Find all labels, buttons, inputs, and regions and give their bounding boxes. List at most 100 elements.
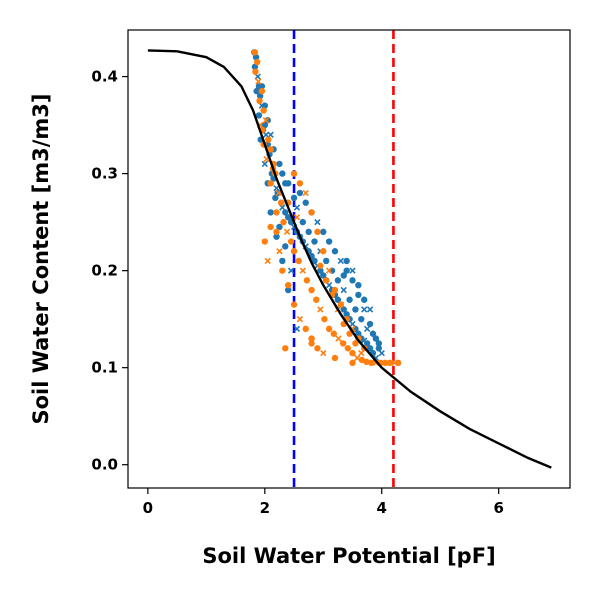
series-1-point — [273, 233, 280, 240]
series-1-point — [334, 277, 342, 284]
series-2-point — [283, 228, 291, 235]
series-1-point — [355, 330, 362, 337]
series-2-point — [320, 349, 327, 357]
series-1-point — [363, 325, 371, 333]
series-2-point — [335, 335, 342, 342]
series-2-point — [394, 359, 402, 367]
series-1-point — [337, 257, 344, 265]
series-1-point — [279, 170, 286, 177]
series-2-point — [308, 335, 315, 342]
series-1-point — [369, 330, 377, 337]
series-1-point — [355, 291, 362, 299]
series-2-point — [280, 218, 287, 226]
y-tick-label: 0.1 — [91, 359, 118, 377]
series-1-point — [320, 228, 327, 236]
series-1-point — [274, 189, 281, 197]
series-2-point — [276, 248, 283, 255]
series-2-point — [265, 136, 272, 143]
series-1-point — [282, 243, 289, 250]
series-2-point — [302, 325, 309, 333]
series-1-point — [346, 296, 353, 303]
series-1-point — [325, 238, 333, 245]
series-1-point — [325, 282, 333, 289]
series-1-point — [253, 87, 260, 95]
series-1-point — [296, 189, 304, 197]
series-1-point — [261, 102, 269, 109]
series-2-point — [273, 209, 280, 216]
series-1-point — [340, 306, 347, 313]
series-2-point — [352, 340, 359, 347]
series-1-point — [349, 320, 356, 328]
series-1-point — [314, 218, 321, 226]
series-2-point — [277, 199, 285, 206]
series-1-point — [255, 112, 263, 119]
series-2-point — [279, 267, 286, 274]
series-1-point — [258, 83, 266, 90]
series-2-point — [322, 277, 330, 284]
y-tick-label: 0.2 — [91, 262, 118, 280]
series-1-point — [331, 248, 339, 255]
series-2-point — [255, 78, 262, 85]
series-2-point — [308, 209, 315, 216]
series-1-point — [355, 281, 362, 289]
series-1-point — [251, 63, 259, 71]
series-1-point — [279, 257, 286, 265]
series-1-point — [340, 286, 347, 294]
y-axis-label: Soil Water Content [m3/m3] — [29, 93, 53, 424]
series-1-point — [272, 194, 279, 202]
series-1-point — [343, 257, 350, 265]
series-1-point — [267, 209, 274, 216]
x-tick-label: 6 — [493, 499, 503, 517]
series-1-point — [252, 53, 260, 61]
series-2-point — [358, 349, 365, 357]
series-2-point — [386, 359, 394, 367]
series-1-point — [352, 306, 359, 313]
series-1-point — [317, 267, 324, 274]
series-2-point — [273, 228, 280, 236]
fitted-curve-layer — [147, 49, 552, 469]
series-1-point — [375, 345, 383, 352]
series-1-point — [311, 257, 318, 265]
series-1-point — [261, 160, 268, 168]
series-2-point — [290, 248, 298, 255]
x-tick-label: 0 — [143, 499, 153, 517]
series-2-point — [299, 267, 306, 274]
series-1-point — [366, 306, 374, 313]
series-1-point — [264, 117, 271, 124]
series-1-point — [290, 194, 298, 202]
series-2-point — [317, 306, 324, 313]
series-1-point — [293, 204, 301, 211]
series-1-point — [320, 272, 327, 279]
series-1-point — [340, 272, 347, 279]
series-1-point — [276, 223, 283, 231]
series-2-point — [349, 359, 356, 367]
series-2-point — [262, 117, 270, 124]
series-2-point — [296, 180, 304, 187]
series-1-point — [334, 296, 342, 303]
series-2-point — [252, 68, 259, 75]
series-2-point — [258, 87, 266, 95]
series-2-point — [251, 49, 259, 56]
series-1-point — [372, 335, 380, 342]
y-tick-label: 0.3 — [91, 165, 118, 183]
y-tick-label: 0.4 — [91, 68, 118, 86]
series-2-point — [325, 267, 333, 274]
series-1-point — [311, 238, 318, 245]
series-2-point — [267, 180, 274, 187]
series-1-point — [256, 92, 264, 100]
series-2-point — [344, 345, 352, 352]
series-2-point — [290, 170, 298, 177]
series-2-point — [293, 214, 301, 221]
scatter-points — [251, 49, 402, 367]
series-1-point — [284, 214, 292, 221]
series-2-point — [308, 340, 315, 347]
series-1-point — [361, 296, 368, 303]
series-1-point — [366, 320, 374, 328]
series-2-point — [267, 146, 274, 153]
series-1-point — [284, 286, 292, 294]
series-1-point — [361, 306, 368, 313]
series-2-point — [331, 286, 339, 294]
series-2-point — [320, 248, 327, 255]
series-2-point — [303, 277, 311, 284]
